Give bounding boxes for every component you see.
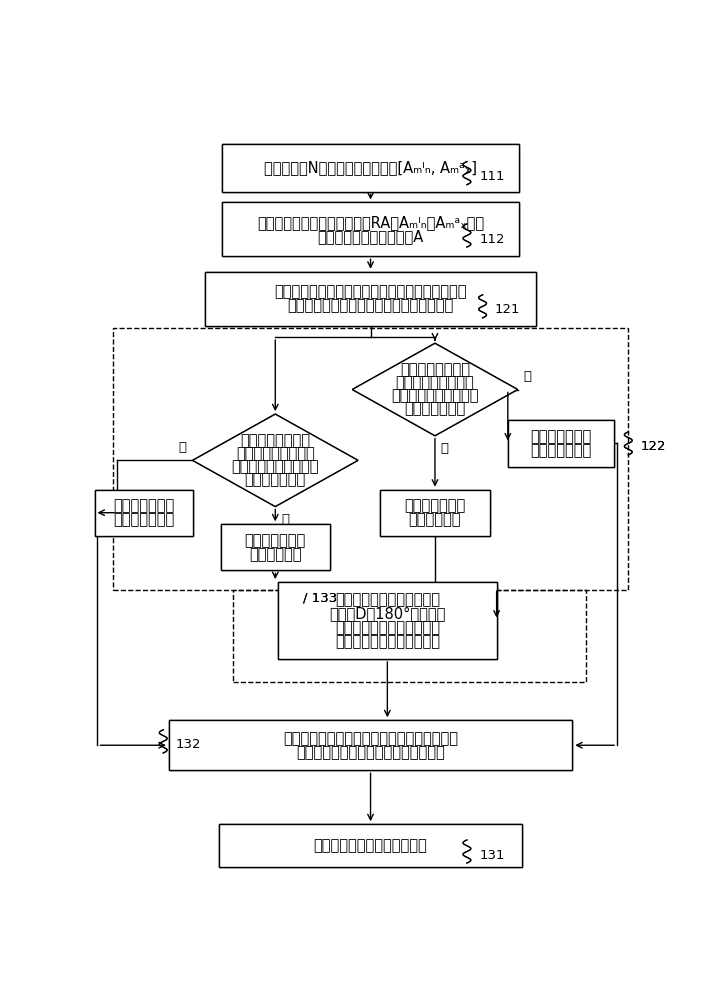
- Text: 当前目标点在目: 当前目标点在目: [404, 498, 466, 513]
- Text: 121: 121: [495, 303, 521, 316]
- FancyBboxPatch shape: [222, 202, 519, 256]
- FancyBboxPatch shape: [205, 272, 536, 326]
- FancyBboxPatch shape: [95, 490, 192, 536]
- Text: 否: 否: [178, 441, 186, 454]
- Text: / 133: / 133: [304, 591, 338, 604]
- Text: 目标显示范围内: 目标显示范围内: [531, 443, 591, 458]
- Text: 角是否在方位角显示: 角是否在方位角显示: [395, 375, 474, 390]
- Text: 将位于外部的目标点进行量化处理，并对内部: 将位于外部的目标点进行量化处理，并对内部: [283, 731, 458, 746]
- Text: 122: 122: [641, 440, 666, 453]
- FancyBboxPatch shape: [508, 420, 615, 467]
- Text: 目标显示范围内: 目标显示范围内: [531, 443, 591, 458]
- Text: 系，确定两个目标点的连线: 系，确定两个目标点的连线: [335, 620, 440, 635]
- FancyBboxPatch shape: [221, 524, 330, 570]
- FancyBboxPatch shape: [380, 490, 489, 536]
- Text: 122: 122: [641, 440, 666, 453]
- Text: 标显示范围内: 标显示范围内: [249, 547, 301, 562]
- Text: 不进行连线，不显示目标航迹: 不进行连线，不显示目标航迹: [314, 838, 427, 853]
- Text: 不进行连线，不显示目标航迹: 不进行连线，不显示目标航迹: [314, 838, 427, 853]
- Text: 根据当前目标点的真实方位角RA与Aₘᴵₙ、Aₘᵃₓ的大: 根据当前目标点的真实方位角RA与Aₘᴵₙ、Aₘᵃₓ的大: [257, 215, 484, 230]
- Text: 131: 131: [479, 849, 505, 862]
- Text: 范围包括：方位角显示范围和距离显示范围: 范围包括：方位角显示范围和距离显示范围: [288, 298, 453, 313]
- FancyBboxPatch shape: [169, 720, 573, 770]
- Text: 根据两个目标点的相对方位: 根据两个目标点的相对方位: [335, 592, 440, 607]
- Text: 上一目标点不在: 上一目标点不在: [113, 498, 174, 513]
- Text: 当前目标点不在: 当前目标点不在: [531, 429, 591, 444]
- Polygon shape: [352, 343, 518, 436]
- Text: 根据法线角N确定相对方位角范围[Aₘᴵₙ, Aₘᵃₓ]: 根据法线角N确定相对方位角范围[Aₘᴵₙ, Aₘᵃₓ]: [264, 160, 477, 175]
- Text: 范围内且其距离是否在: 范围内且其距离是否在: [391, 389, 479, 404]
- Polygon shape: [352, 343, 518, 436]
- FancyBboxPatch shape: [508, 420, 615, 467]
- FancyBboxPatch shape: [222, 202, 519, 256]
- Text: 根据两个目标点的相对方位: 根据两个目标点的相对方位: [335, 592, 440, 607]
- Polygon shape: [192, 414, 358, 507]
- Text: 目标显示范围内: 目标显示范围内: [113, 512, 174, 527]
- Text: 根据雷达视图信息，确定目标显示范围，目标显示: 根据雷达视图信息，确定目标显示范围，目标显示: [274, 284, 467, 299]
- Text: 目标点和量化后的外部目标点进行连线: 目标点和量化后的外部目标点进行连线: [296, 745, 445, 760]
- Text: 范围内且其距离是否在: 范围内且其距离是否在: [231, 459, 319, 474]
- Text: 标显示范围内: 标显示范围内: [408, 512, 461, 527]
- Text: 范围包括：方位角显示范围和距离显示范围: 范围包括：方位角显示范围和距离显示范围: [288, 298, 453, 313]
- Text: 上一目标点的方位: 上一目标点的方位: [240, 433, 310, 448]
- Text: 距离显示范围内: 距离显示范围内: [244, 472, 306, 487]
- FancyBboxPatch shape: [219, 824, 522, 867]
- Text: 标显示范围内: 标显示范围内: [249, 547, 301, 562]
- Polygon shape: [192, 414, 358, 507]
- Text: 111: 111: [479, 170, 505, 183]
- FancyBboxPatch shape: [278, 582, 497, 659]
- Text: 范围内且其距离是否在: 范围内且其距离是否在: [391, 389, 479, 404]
- FancyBboxPatch shape: [222, 144, 519, 192]
- Text: 角是否在方位角显示: 角是否在方位角显示: [236, 446, 315, 461]
- Text: 标显示范围内: 标显示范围内: [408, 512, 461, 527]
- Text: 132: 132: [176, 738, 201, 751]
- Text: 上一目标点的方位: 上一目标点的方位: [240, 433, 310, 448]
- FancyBboxPatch shape: [221, 524, 330, 570]
- Text: 112: 112: [479, 233, 505, 246]
- Text: 上一目标点在目: 上一目标点在目: [244, 533, 306, 548]
- FancyBboxPatch shape: [95, 490, 192, 536]
- FancyBboxPatch shape: [169, 720, 573, 770]
- FancyBboxPatch shape: [278, 582, 497, 659]
- Text: 132: 132: [176, 738, 201, 751]
- Text: 将位于外部的目标点进行量化处理，并对内部: 将位于外部的目标点进行量化处理，并对内部: [283, 731, 458, 746]
- Text: 当前目标点的方位: 当前目标点的方位: [400, 362, 470, 377]
- Text: 距离显示范围内: 距离显示范围内: [404, 402, 466, 417]
- Text: 系，确定两个目标点的连线: 系，确定两个目标点的连线: [335, 620, 440, 635]
- Text: 是: 是: [440, 442, 448, 455]
- Text: 当前目标点不在: 当前目标点不在: [531, 429, 591, 444]
- Text: 131: 131: [479, 849, 505, 862]
- Text: 否: 否: [523, 370, 531, 383]
- Text: 方式对两个目标点进行连线: 方式对两个目标点进行连线: [335, 634, 440, 649]
- FancyBboxPatch shape: [219, 824, 522, 867]
- Text: 是: 是: [281, 513, 289, 526]
- Text: 目标显示范围内: 目标显示范围内: [113, 512, 174, 527]
- Text: 小关系，计算相对方位角A: 小关系，计算相对方位角A: [317, 229, 424, 244]
- Text: 根据法线角N确定相对方位角范围[Aₘᴵₙ, Aₘᵃₓ]: 根据法线角N确定相对方位角范围[Aₘᴵₙ, Aₘᵃₓ]: [264, 160, 477, 175]
- Text: 上一目标点不在: 上一目标点不在: [113, 498, 174, 513]
- Text: 根据雷达视图信息，确定目标显示范围，目标显示: 根据雷达视图信息，确定目标显示范围，目标显示: [274, 284, 467, 299]
- Text: 112: 112: [479, 233, 505, 246]
- Text: 角差值D与180°的大小关: 角差值D与180°的大小关: [329, 606, 445, 621]
- Text: 上一目标点在目: 上一目标点在目: [244, 533, 306, 548]
- Text: 当前目标点在目: 当前目标点在目: [404, 498, 466, 513]
- Text: 距离显示范围内: 距离显示范围内: [404, 402, 466, 417]
- Text: 目标点和量化后的外部目标点进行连线: 目标点和量化后的外部目标点进行连线: [296, 745, 445, 760]
- Text: 角是否在方位角显示: 角是否在方位角显示: [395, 375, 474, 390]
- Text: 距离显示范围内: 距离显示范围内: [244, 472, 306, 487]
- Text: 方式对两个目标点进行连线: 方式对两个目标点进行连线: [335, 634, 440, 649]
- Text: 范围内且其距离是否在: 范围内且其距离是否在: [231, 459, 319, 474]
- Text: 当前目标点的方位: 当前目标点的方位: [400, 362, 470, 377]
- FancyBboxPatch shape: [222, 144, 519, 192]
- Text: 111: 111: [479, 170, 505, 183]
- FancyBboxPatch shape: [380, 490, 489, 536]
- Text: 角差值D与180°的大小关: 角差值D与180°的大小关: [329, 606, 445, 621]
- Text: 121: 121: [495, 303, 521, 316]
- Text: / 133: / 133: [304, 591, 338, 604]
- Text: 小关系，计算相对方位角A: 小关系，计算相对方位角A: [317, 229, 424, 244]
- Text: 角是否在方位角显示: 角是否在方位角显示: [236, 446, 315, 461]
- FancyBboxPatch shape: [205, 272, 536, 326]
- Text: 根据当前目标点的真实方位角RA与Aₘᴵₙ、Aₘᵃₓ的大: 根据当前目标点的真实方位角RA与Aₘᴵₙ、Aₘᵃₓ的大: [257, 215, 484, 230]
